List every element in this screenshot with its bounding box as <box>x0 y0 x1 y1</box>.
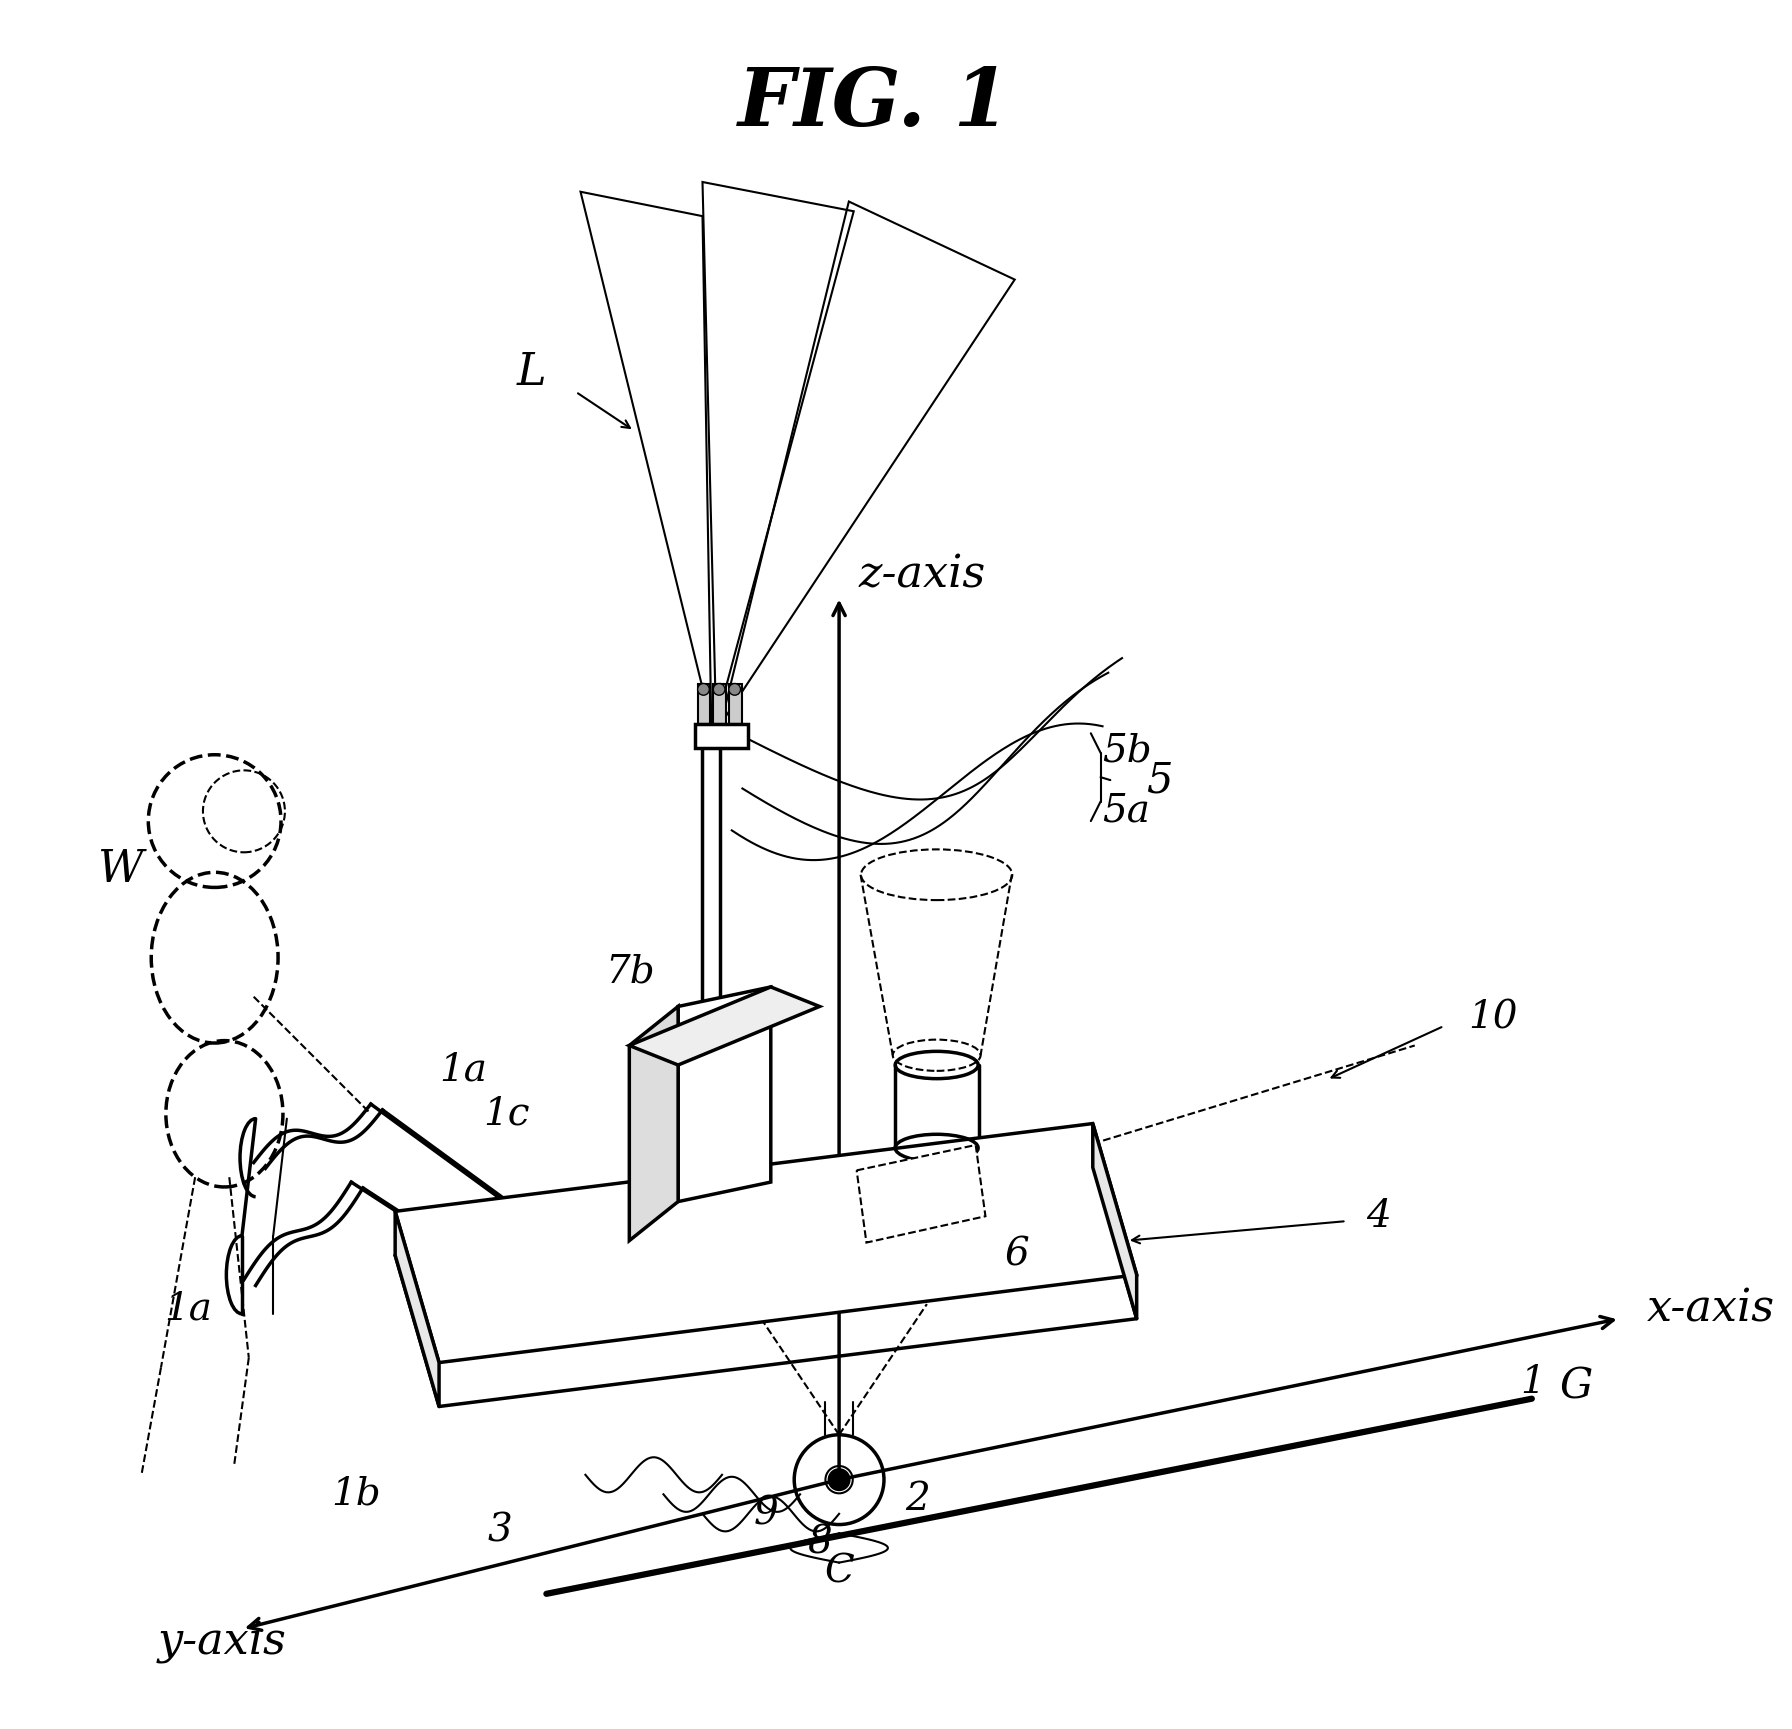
Text: 7b: 7b <box>606 954 654 991</box>
Text: 3: 3 <box>487 1513 513 1549</box>
Text: 8: 8 <box>806 1525 831 1561</box>
Circle shape <box>697 683 710 695</box>
Polygon shape <box>857 1145 986 1243</box>
Text: 1c: 1c <box>484 1094 529 1132</box>
Bar <box>729 685 742 723</box>
Text: 5a: 5a <box>1102 794 1150 830</box>
Circle shape <box>729 683 740 695</box>
Bar <box>713 685 726 723</box>
Text: 2: 2 <box>905 1480 930 1518</box>
Text: 1a: 1a <box>439 1051 487 1088</box>
Text: C: C <box>824 1554 855 1591</box>
Bar <box>695 723 749 749</box>
Polygon shape <box>677 987 771 1202</box>
Text: G: G <box>1559 1366 1593 1407</box>
Circle shape <box>713 683 726 695</box>
Polygon shape <box>1093 1124 1136 1319</box>
Bar <box>697 685 710 723</box>
Polygon shape <box>396 1212 439 1406</box>
Text: FIG. 1: FIG. 1 <box>738 66 1011 144</box>
Circle shape <box>830 1470 849 1489</box>
Polygon shape <box>629 1006 677 1241</box>
Text: 7: 7 <box>650 1086 676 1122</box>
Text: 1b: 1b <box>332 1477 382 1513</box>
Text: 1a: 1a <box>163 1290 211 1328</box>
Text: z-axis: z-axis <box>858 553 986 597</box>
Text: 1: 1 <box>1520 1364 1545 1400</box>
Text: 10: 10 <box>1468 999 1518 1037</box>
Polygon shape <box>396 1124 1136 1362</box>
Text: 5: 5 <box>1147 759 1174 801</box>
Text: x-axis: x-axis <box>1647 1288 1776 1331</box>
Text: 4: 4 <box>1366 1198 1391 1235</box>
Text: 5b: 5b <box>1102 733 1152 769</box>
Text: y-axis: y-axis <box>158 1622 287 1665</box>
Text: W: W <box>97 849 143 892</box>
Text: 9: 9 <box>754 1496 778 1532</box>
Text: L: L <box>516 351 547 394</box>
Text: 6: 6 <box>1005 1236 1030 1274</box>
Polygon shape <box>629 987 819 1065</box>
Circle shape <box>831 1473 846 1487</box>
